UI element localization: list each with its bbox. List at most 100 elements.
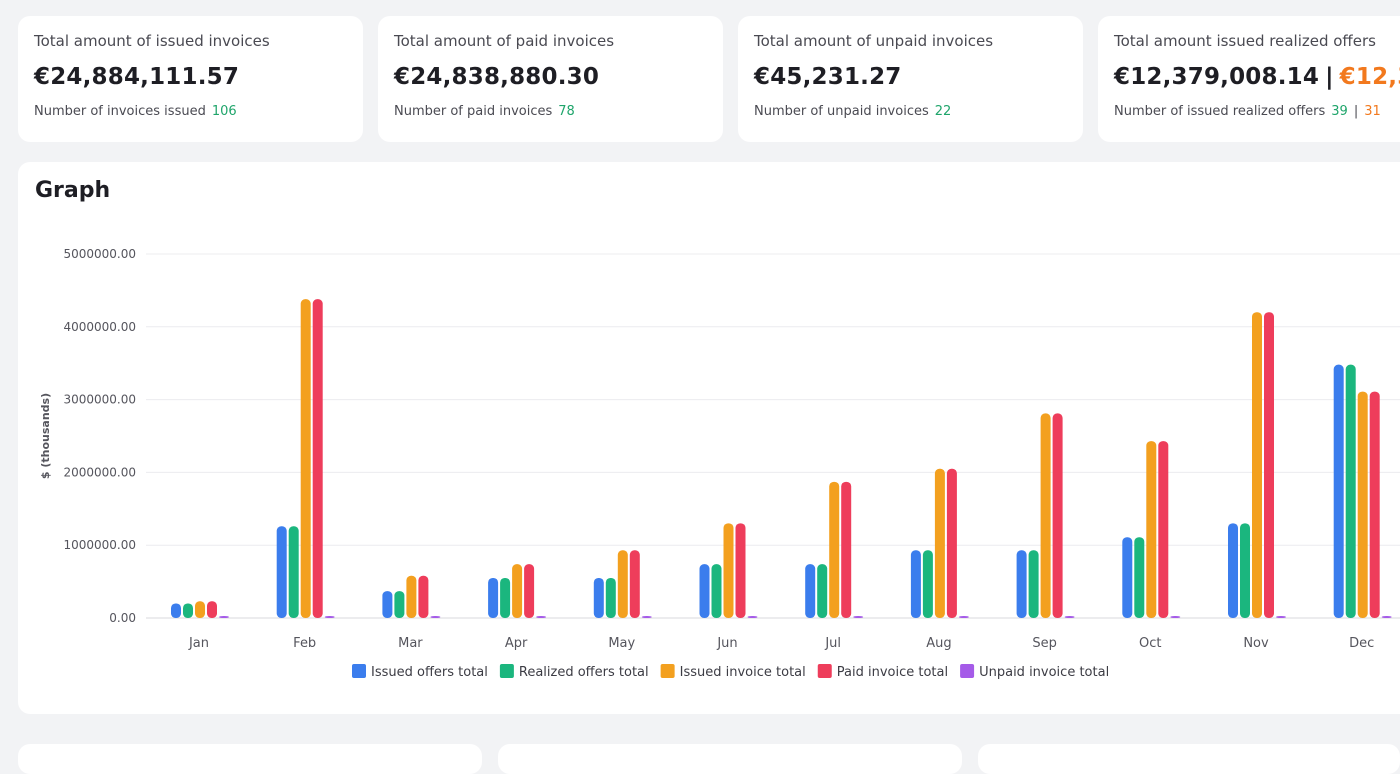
bar-paid-invoice — [207, 601, 217, 618]
y-tick-label: 0.00 — [109, 611, 136, 625]
stat-title: Total amount of paid invoices — [394, 32, 615, 50]
stat-card-realized-offers: Total amount issued realized offers €12,… — [1098, 16, 1400, 142]
bar-issued-offers — [593, 577, 604, 618]
bar-unpaid-invoice — [1276, 616, 1286, 618]
bar-paid-invoice — [1052, 413, 1063, 618]
stat-amount: €24,884,111.57 — [34, 64, 240, 90]
stat-amount-alt: €12,363 — [1339, 64, 1400, 90]
bar-realized-offers — [288, 526, 299, 618]
y-tick-label: 2000000.00 — [63, 465, 136, 479]
x-tick-label: Oct — [1139, 636, 1161, 651]
stat-title: Total amount issued realized offers — [1114, 32, 1376, 50]
bar-issued-offers — [805, 564, 816, 618]
bar-issued-invoice — [1252, 312, 1262, 618]
legend-swatch — [499, 664, 514, 678]
legend-label: Unpaid invoice total — [979, 665, 1109, 680]
stat-card-paid-invoices: Total amount of paid invoices €24,838,88… — [378, 16, 723, 142]
legend-swatch — [960, 664, 975, 678]
y-axis-label: $ (thousands) — [39, 393, 52, 479]
bar-realized-offers — [922, 550, 933, 618]
x-tick-label: May — [608, 636, 635, 651]
x-tick-label: Jun — [716, 636, 737, 651]
stat-count-separator: | — [1353, 104, 1359, 119]
stat-amount: €45,231.27 — [754, 64, 902, 90]
x-tick-label: Aug — [926, 636, 951, 651]
bar-paid-invoice — [1158, 441, 1169, 618]
stat-count-row: Number of invoices issued 106 — [34, 104, 347, 119]
bar-paid-invoice — [312, 299, 323, 618]
bar-issued-offers — [276, 526, 287, 618]
legend-label: Paid invoice total — [837, 665, 948, 680]
bar-issued-invoice — [829, 481, 840, 618]
bar-issued-invoice — [617, 550, 628, 618]
bar-issued-offers — [910, 550, 921, 618]
legend-label: Realized offers total — [519, 665, 649, 680]
bar-unpaid-invoice — [1064, 616, 1075, 618]
bar-realized-offers — [394, 591, 405, 618]
legend-swatch — [817, 664, 832, 678]
bar-realized-offers — [500, 577, 511, 618]
bar-realized-offers — [1028, 550, 1039, 618]
y-tick-label: 3000000.00 — [63, 393, 136, 407]
stat-title: Total amount of issued invoices — [34, 32, 270, 50]
bar-realized-offers — [1345, 364, 1356, 618]
bar-realized-offers — [1240, 523, 1250, 618]
x-tick-label: Sep — [1032, 636, 1057, 651]
bar-issued-offers — [699, 564, 710, 618]
bar-paid-invoice — [1369, 391, 1380, 618]
stat-count-label: Number of invoices issued — [34, 104, 206, 119]
bar-issued-invoice — [195, 601, 205, 618]
stat-count-value: 106 — [211, 104, 237, 119]
bar-paid-invoice — [629, 550, 640, 618]
x-tick-label: Nov — [1243, 636, 1269, 651]
bar-issued-offers — [1122, 537, 1133, 618]
stat-amount-row: €12,379,008.14|€12,363 — [1114, 64, 1400, 90]
bar-unpaid-invoice — [641, 616, 652, 618]
x-tick-label: Apr — [505, 636, 528, 651]
bar-realized-offers — [817, 564, 828, 618]
stat-count-label: Number of unpaid invoices — [754, 104, 929, 119]
bar-issued-invoice — [1146, 441, 1157, 618]
bar-unpaid-invoice — [958, 616, 969, 618]
stat-amount: €24,838,880.30 — [394, 64, 600, 90]
bar-issued-offers — [382, 591, 393, 618]
bar-issued-offers — [171, 603, 181, 618]
graph-title: Graph — [35, 178, 111, 203]
bar-realized-offers — [183, 603, 193, 618]
bar-unpaid-invoice — [430, 616, 441, 618]
bar-issued-offers — [488, 577, 499, 618]
bar-issued-invoice — [934, 468, 945, 618]
bar-unpaid-invoice — [1381, 616, 1392, 618]
bar-paid-invoice — [1264, 312, 1274, 618]
y-tick-label: 4000000.00 — [63, 320, 136, 334]
bar-realized-offers — [1134, 537, 1145, 618]
y-tick-label: 1000000.00 — [63, 538, 136, 552]
stat-count-alt: 31 — [1364, 104, 1381, 119]
bar-issued-offers — [1333, 364, 1344, 618]
stat-count-value: 22 — [934, 104, 952, 119]
bar-paid-invoice — [524, 564, 535, 618]
stat-title: Total amount of unpaid invoices — [754, 32, 994, 50]
stat-count-row: Number of paid invoices 78 — [394, 104, 707, 119]
bar-paid-invoice — [946, 468, 957, 618]
bottom-card-1 — [18, 744, 482, 774]
bar-unpaid-invoice — [324, 616, 335, 618]
bottom-card-2 — [498, 744, 962, 774]
legend-swatch — [660, 664, 675, 678]
bar-unpaid-invoice — [747, 616, 758, 618]
stat-amount: €12,379,008.14 — [1114, 64, 1320, 90]
bar-paid-invoice — [418, 575, 429, 618]
bar-issued-invoice — [300, 299, 311, 618]
bar-issued-invoice — [1040, 413, 1051, 618]
bar-issued-offers — [1016, 550, 1027, 618]
bar-unpaid-invoice — [536, 616, 547, 618]
y-tick-label: 5000000.00 — [63, 247, 136, 261]
stat-count-label: Number of paid invoices — [394, 104, 553, 119]
x-tick-label: Jul — [824, 636, 841, 651]
stat-card-unpaid-invoices: Total amount of unpaid invoices €45,231.… — [738, 16, 1083, 142]
stat-count-label: Number of issued realized offers — [1114, 104, 1326, 119]
stat-count-value: 78 — [558, 104, 575, 119]
bar-issued-invoice — [723, 523, 734, 618]
legend-swatch — [352, 664, 366, 678]
x-tick-label: Feb — [293, 636, 316, 651]
